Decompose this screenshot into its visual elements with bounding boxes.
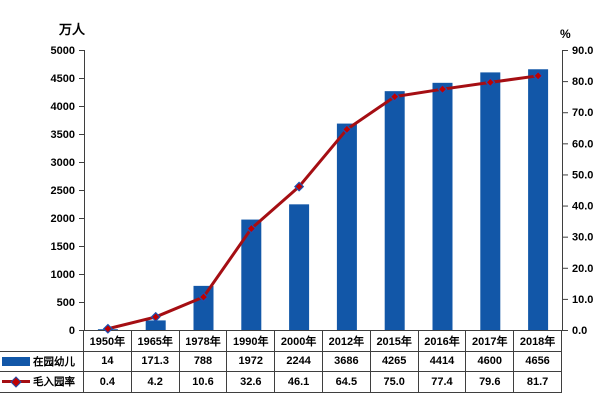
left-axis-tick-label: 2500 (51, 185, 75, 197)
marker-1990年 (246, 223, 257, 234)
category-header-cell: 1950年 (84, 331, 132, 352)
category-header-cell: 2012年 (322, 331, 371, 352)
line-legend-swatch (2, 376, 30, 388)
marker-1978年 (198, 291, 209, 303)
bar-value-cell: 4265 (370, 351, 419, 372)
bar-2012年 (336, 123, 357, 330)
bar-value-cell: 4656 (514, 351, 562, 372)
data-table: 1950年 1965年 1978年 1990年 2000年 2012年 2015年 2016年… (0, 331, 562, 393)
left-axis-tick-label: 0 (69, 325, 75, 337)
bar-1965年 (145, 320, 166, 330)
line-series (106, 74, 540, 331)
bar-2017年 (480, 72, 501, 331)
combo-chart-plot: 0 500 1000 1500 2000 2500 3000 3500 4000 4500 5000… (51, 45, 594, 337)
left-axis-tick-label: 1500 (51, 241, 75, 253)
right-axis-tick-label: 10.0 (572, 294, 593, 306)
right-axis-tick-label: 60.0 (572, 138, 593, 150)
line-value-cell: 0.4 (84, 372, 132, 393)
legend-bar-series: 在园幼儿 (0, 351, 84, 372)
line-value-cell: 46.1 (275, 372, 323, 393)
marker-2015年 (389, 91, 400, 102)
right-axis-tick-label: 40.0 (572, 201, 593, 213)
right-axis-tick-label: 90.0 (572, 45, 593, 57)
line-value-cell: 75.0 (370, 372, 419, 393)
category-header-cell: 2000年 (275, 331, 323, 352)
marker-2017年 (485, 77, 496, 88)
category-header-cell: 2017年 (466, 331, 515, 352)
right-axis-tick-label: 0.0 (572, 325, 587, 337)
category-header-cell: 1990年 (227, 331, 276, 352)
bar-1990年 (241, 219, 262, 330)
right-axis-tick-label: 70.0 (572, 107, 593, 119)
left-axis-tick-label: 4500 (51, 73, 75, 85)
left-axis-tick-label: 4000 (51, 101, 75, 113)
marker-2000年 (294, 181, 305, 192)
marker-2016年 (437, 84, 448, 95)
bar-2018年 (528, 69, 549, 330)
category-header-cell: 2015年 (370, 331, 419, 352)
left-axis-unit-label: 万人 (59, 22, 86, 37)
bar-value-cell: 14 (84, 351, 132, 372)
right-axis-tick-label: 80.0 (572, 76, 593, 88)
marker-2018年 (533, 70, 544, 81)
bar-value-cell: 171.3 (131, 351, 180, 372)
category-header-cell: 1978年 (179, 331, 228, 352)
right-axis-tick-label: 50.0 (572, 169, 593, 181)
line-series-name: 毛入园率 (33, 376, 75, 389)
bar-1978年 (193, 285, 214, 330)
line-value-cell: 32.6 (227, 372, 276, 393)
bar-value-cell: 2244 (275, 351, 323, 372)
category-header-cell: 2016年 (418, 331, 467, 352)
line-value-cell: 64.5 (322, 372, 371, 393)
bar-2016年 (432, 82, 453, 330)
left-axis-tick-label: 3000 (51, 157, 75, 169)
bar-value-cell: 4414 (418, 351, 467, 372)
bar-2015年 (384, 91, 405, 330)
line-value-cell: 79.6 (466, 372, 515, 393)
category-header-cell: 2018年 (514, 331, 562, 352)
diamond-marker-icon (10, 376, 22, 388)
bar-value-cell: 1972 (227, 351, 276, 372)
left-axis-tick-label: 2000 (51, 213, 75, 225)
table-corner-cell (0, 331, 84, 352)
marker-1965年 (150, 311, 161, 322)
category-header-cell: 1965年 (131, 331, 180, 352)
right-axis-tick-label: 30.0 (572, 232, 593, 244)
line-value-cell: 77.4 (418, 372, 467, 393)
bar-value-cell: 3686 (322, 351, 371, 372)
line-value-cell: 81.7 (514, 372, 562, 393)
right-axis-unit-label: % (560, 27, 571, 41)
bar-2000年 (289, 204, 310, 330)
marker-2012年 (341, 124, 352, 135)
line-value-cell: 4.2 (131, 372, 180, 393)
right-axis-tick-label: 20.0 (572, 263, 593, 275)
left-axis-tick-label: 5000 (51, 45, 75, 57)
left-axis-tick-label: 1000 (51, 269, 75, 281)
legend-line-series: 毛入园率 (0, 372, 84, 393)
line-value-cell: 10.6 (179, 372, 228, 393)
bar-value-cell: 4600 (466, 351, 515, 372)
bar-series-name: 在园幼儿 (33, 355, 75, 368)
left-axis-tick-label: 3500 (51, 129, 75, 141)
left-axis-tick-label: 500 (57, 297, 75, 309)
bar-legend-swatch (2, 356, 30, 366)
marker-1950年 (102, 323, 113, 334)
bar-value-cell: 788 (179, 351, 228, 372)
